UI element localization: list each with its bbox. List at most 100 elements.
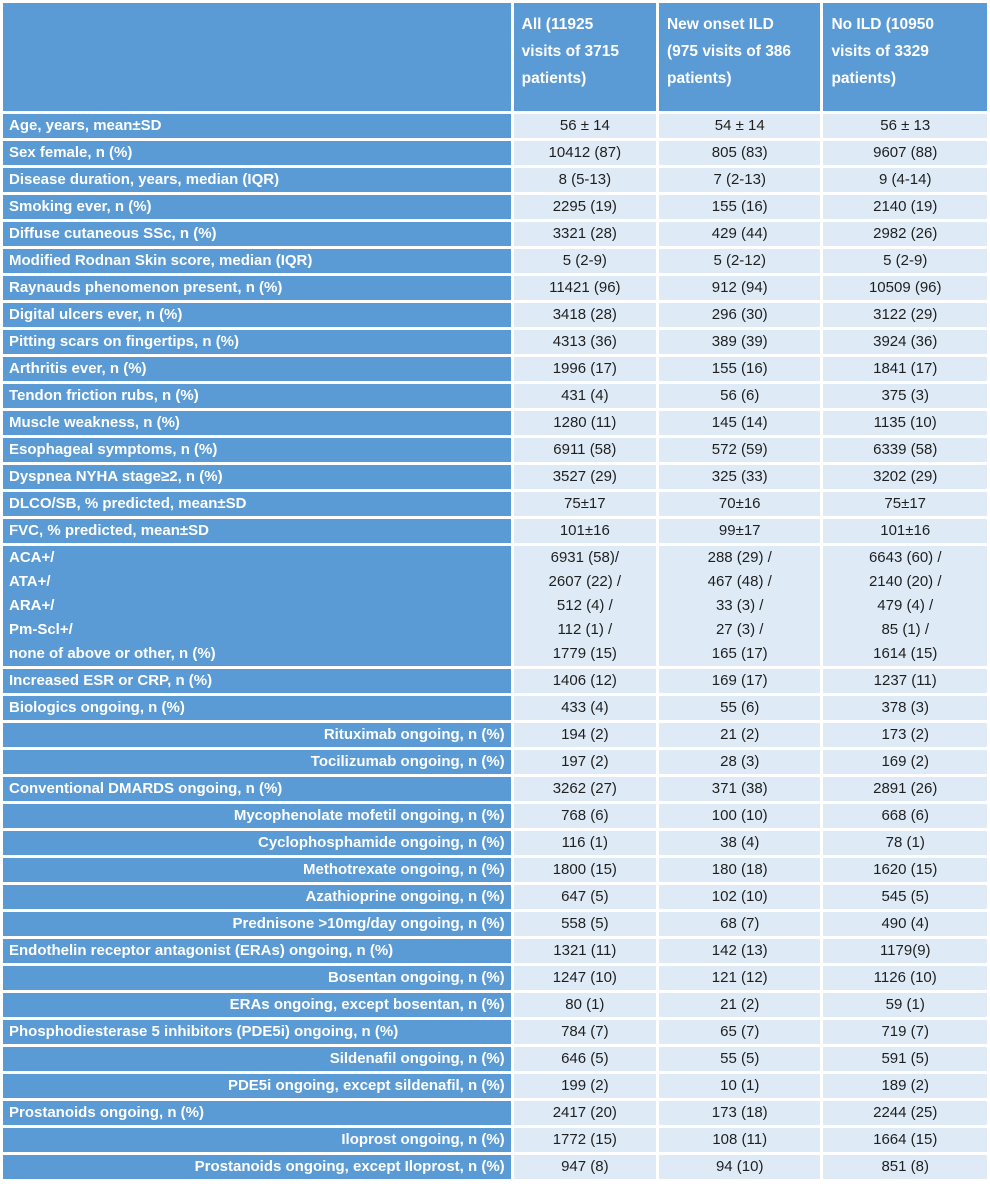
cell-value: 59 (1) xyxy=(823,993,987,1017)
row-label: Sex female, n (%) xyxy=(3,141,511,165)
row-label: FVC, % predicted, mean±SD xyxy=(3,519,511,543)
table-row: ERAs ongoing, except bosentan, n (%) 80 (… xyxy=(3,993,987,1017)
cell-value: 155 (16) xyxy=(658,195,821,219)
cell-value: 3262 (27) xyxy=(513,777,656,801)
cell-value: 646 (5) xyxy=(513,1047,656,1071)
table-row: Digital ulcers ever, n (%) 3418 (28) 296 (… xyxy=(3,303,987,327)
table-body: Age, years, mean±SD 56 ± 14 54 ± 14 56 ± 13… xyxy=(3,114,987,1179)
row-label: Arthritis ever, n (%) xyxy=(3,357,511,381)
row-label: Prednisone >10mg/day ongoing, n (%) xyxy=(3,912,511,936)
table-row: Dyspnea NYHA stage≥2, n (%) 3527 (29) 325 … xyxy=(3,465,987,489)
table-row: Arthritis ever, n (%) 1996 (17) 155 (16) 18… xyxy=(3,357,987,381)
cell-value: 21 (2) xyxy=(658,993,821,1017)
column-header-new-onset-ild: New onset ILD (975 visits of 386 patient… xyxy=(658,3,821,111)
cell-value: 8 (5-13) xyxy=(513,168,656,192)
row-label: Dyspnea NYHA stage≥2, n (%) xyxy=(3,465,511,489)
row-label: Tocilizumab ongoing, n (%) xyxy=(3,750,511,774)
cell-value: 145 (14) xyxy=(658,411,821,435)
cell-value: 6911 (58) xyxy=(513,438,656,462)
cell-value: 1135 (10) xyxy=(823,411,987,435)
row-label: Digital ulcers ever, n (%) xyxy=(3,303,511,327)
cell-value: 6339 (58) xyxy=(823,438,987,462)
row-label: Biologics ongoing, n (%) xyxy=(3,696,511,720)
table-row: Pitting scars on fingertips, n (%) 4313 (… xyxy=(3,330,987,354)
cell-value: 56 ± 13 xyxy=(823,114,987,138)
cell-value: 668 (6) xyxy=(823,804,987,828)
cell-value: 378 (3) xyxy=(823,696,987,720)
row-label: Raynauds phenomenon present, n (%) xyxy=(3,276,511,300)
table-row: Iloprost ongoing, n (%) 1772 (15) 108 (11)… xyxy=(3,1128,987,1152)
cell-value: 1126 (10) xyxy=(823,966,987,990)
row-label: Bosentan ongoing, n (%) xyxy=(3,966,511,990)
cell-value: 56 ± 14 xyxy=(513,114,656,138)
row-label: Disease duration, years, median (IQR) xyxy=(3,168,511,192)
cell-value: 3527 (29) xyxy=(513,465,656,489)
table-row: FVC, % predicted, mean±SD 101±16 99±17 101±… xyxy=(3,519,987,543)
cell-value: 65 (7) xyxy=(658,1020,821,1044)
cell-value: 5 (2-9) xyxy=(823,249,987,273)
table-row: Sex female, n (%) 10412 (87) 805 (83) 9607 … xyxy=(3,141,987,165)
cell-value: 199 (2) xyxy=(513,1074,656,1098)
cell-value: 805 (83) xyxy=(658,141,821,165)
cell-value: 429 (44) xyxy=(658,222,821,246)
cell-value: 490 (4) xyxy=(823,912,987,936)
cell-value: 296 (30) xyxy=(658,303,821,327)
cell-value: 1620 (15) xyxy=(823,858,987,882)
table-row: Modified Rodnan Skin score, median (IQR)… xyxy=(3,249,987,273)
row-label: Methotrexate ongoing, n (%) xyxy=(3,858,511,882)
cell-value: 173 (2) xyxy=(823,723,987,747)
cell-value: 169 (2) xyxy=(823,750,987,774)
table-row: Disease duration, years, median (IQR) 8 (… xyxy=(3,168,987,192)
row-label: Phosphodiesterase 5 inhibitors (PDE5i) o… xyxy=(3,1020,511,1044)
cell-value: 2417 (20) xyxy=(513,1101,656,1125)
cell-value: 375 (3) xyxy=(823,384,987,408)
row-label: Iloprost ongoing, n (%) xyxy=(3,1128,511,1152)
cell-value: 54 ± 14 xyxy=(658,114,821,138)
table-row: Prostanoids ongoing, except Iloprost, n … xyxy=(3,1155,987,1179)
cell-value: 1179(9) xyxy=(823,939,987,963)
cell-value: 3924 (36) xyxy=(823,330,987,354)
cell-value: 101±16 xyxy=(823,519,987,543)
cell-value: 4313 (36) xyxy=(513,330,656,354)
table-row: ACA+/ ATA+/ ARA+/ Pm-Scl+/ none of above… xyxy=(3,546,987,666)
cell-value: 10509 (96) xyxy=(823,276,987,300)
cell-value: 371 (38) xyxy=(658,777,821,801)
cell-value: 647 (5) xyxy=(513,885,656,909)
table-row: Raynauds phenomenon present, n (%) 11421 … xyxy=(3,276,987,300)
corner-cell xyxy=(3,3,511,111)
cell-value: 389 (39) xyxy=(658,330,821,354)
row-label: ACA+/ ATA+/ ARA+/ Pm-Scl+/ none of above… xyxy=(3,546,511,666)
cell-value: 55 (6) xyxy=(658,696,821,720)
cell-value: 591 (5) xyxy=(823,1047,987,1071)
cell-value: 173 (18) xyxy=(658,1101,821,1125)
cell-value: 431 (4) xyxy=(513,384,656,408)
cell-value: 142 (13) xyxy=(658,939,821,963)
cell-value: 3418 (28) xyxy=(513,303,656,327)
cell-value: 197 (2) xyxy=(513,750,656,774)
row-label: Rituximab ongoing, n (%) xyxy=(3,723,511,747)
cell-value: 21 (2) xyxy=(658,723,821,747)
cell-value: 3321 (28) xyxy=(513,222,656,246)
cell-value: 9 (4-14) xyxy=(823,168,987,192)
column-header-all: All (11925 visits of 3715 patients) xyxy=(513,3,656,111)
cell-value: 6643 (60) / 2140 (20) / 479 (4) / 85 (1)… xyxy=(823,546,987,666)
row-label: PDE5i ongoing, except sildenafil, n (%) xyxy=(3,1074,511,1098)
cell-value: 1800 (15) xyxy=(513,858,656,882)
row-label: Modified Rodnan Skin score, median (IQR) xyxy=(3,249,511,273)
column-header-no-ild: No ILD (10950 visits of 3329 patients) xyxy=(823,3,987,111)
cell-value: 1772 (15) xyxy=(513,1128,656,1152)
cell-value: 947 (8) xyxy=(513,1155,656,1179)
cell-value: 288 (29) / 467 (48) / 33 (3) / 27 (3) / … xyxy=(658,546,821,666)
cell-value: 108 (11) xyxy=(658,1128,821,1152)
table-row: Endothelin receptor antagonist (ERAs) on… xyxy=(3,939,987,963)
table-row: Methotrexate ongoing, n (%) 1800 (15) 180 … xyxy=(3,858,987,882)
cell-value: 719 (7) xyxy=(823,1020,987,1044)
table-row: Increased ESR or CRP, n (%) 1406 (12) 169 … xyxy=(3,669,987,693)
cell-value: 912 (94) xyxy=(658,276,821,300)
row-label: Endothelin receptor antagonist (ERAs) on… xyxy=(3,939,511,963)
cell-value: 78 (1) xyxy=(823,831,987,855)
cell-value: 1237 (11) xyxy=(823,669,987,693)
cell-value: 194 (2) xyxy=(513,723,656,747)
cell-value: 7 (2-13) xyxy=(658,168,821,192)
table-row: Biologics ongoing, n (%) 433 (4) 55 (6) 378… xyxy=(3,696,987,720)
